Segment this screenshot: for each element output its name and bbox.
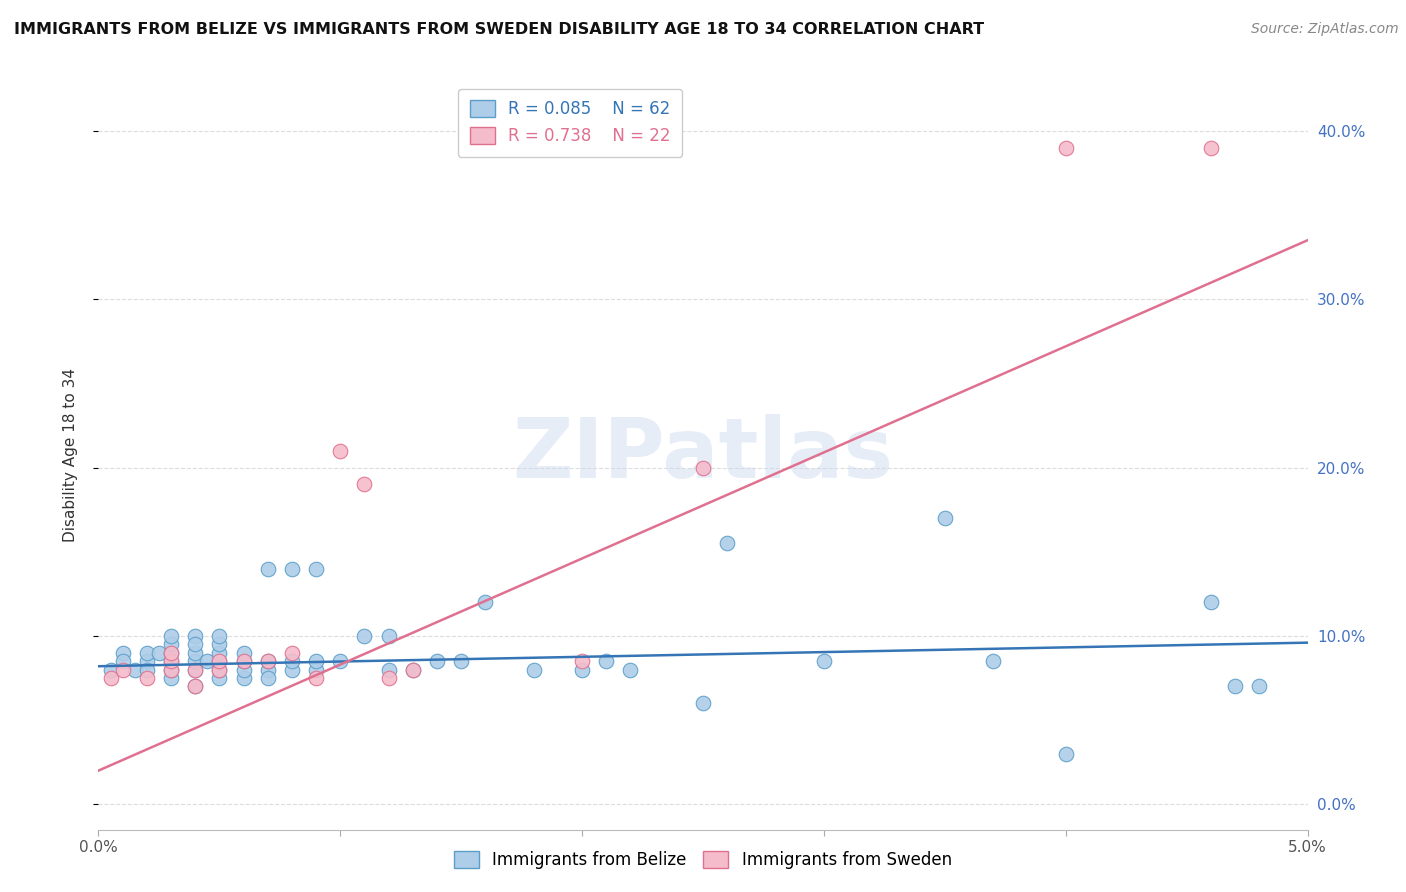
Point <box>981 654 1004 668</box>
Point <box>160 663 183 677</box>
Point <box>281 654 304 668</box>
Point <box>329 654 352 668</box>
Point <box>160 663 183 677</box>
Point <box>281 646 304 660</box>
Point <box>160 671 183 685</box>
Point <box>934 511 956 525</box>
Point <box>595 654 617 668</box>
Point <box>160 646 183 660</box>
Point <box>208 654 231 668</box>
Point <box>1249 680 1271 694</box>
Point <box>160 654 183 668</box>
Point <box>692 696 714 710</box>
Point <box>160 637 183 651</box>
Point <box>377 663 399 677</box>
Point <box>208 629 231 643</box>
Point <box>160 646 183 660</box>
Point <box>135 671 157 685</box>
Point <box>232 663 254 677</box>
Point <box>402 663 425 677</box>
Point <box>232 654 254 668</box>
Point <box>208 663 231 677</box>
Point <box>184 637 207 651</box>
Point <box>571 654 593 668</box>
Point <box>426 654 449 668</box>
Point <box>111 663 134 677</box>
Point <box>450 654 472 668</box>
Point <box>135 646 157 660</box>
Point <box>184 654 207 668</box>
Point <box>474 595 496 609</box>
Point <box>124 663 146 677</box>
Point <box>208 671 231 685</box>
Y-axis label: Disability Age 18 to 34: Disability Age 18 to 34 <box>63 368 77 542</box>
Point <box>160 654 183 668</box>
Point <box>402 663 425 677</box>
Point <box>195 654 218 668</box>
Point <box>256 654 278 668</box>
Point <box>716 536 738 550</box>
Point <box>1223 680 1246 694</box>
Point <box>135 654 157 668</box>
Point <box>305 654 328 668</box>
Point <box>1054 141 1077 155</box>
Point <box>281 561 304 575</box>
Point <box>305 561 328 575</box>
Point <box>208 637 231 651</box>
Point <box>111 654 134 668</box>
Point <box>813 654 835 668</box>
Point <box>208 654 231 668</box>
Point <box>619 663 641 677</box>
Point <box>353 477 375 491</box>
Point <box>100 671 122 685</box>
Point <box>281 663 304 677</box>
Point <box>184 680 207 694</box>
Point <box>208 646 231 660</box>
Point <box>184 680 207 694</box>
Point <box>353 629 375 643</box>
Point <box>377 671 399 685</box>
Point <box>692 460 714 475</box>
Point <box>100 663 122 677</box>
Point <box>232 671 254 685</box>
Text: Source: ZipAtlas.com: Source: ZipAtlas.com <box>1251 22 1399 37</box>
Point <box>111 646 134 660</box>
Point <box>305 671 328 685</box>
Point <box>377 629 399 643</box>
Point <box>329 443 352 458</box>
Text: IMMIGRANTS FROM BELIZE VS IMMIGRANTS FROM SWEDEN DISABILITY AGE 18 TO 34 CORRELA: IMMIGRANTS FROM BELIZE VS IMMIGRANTS FRO… <box>14 22 984 37</box>
Text: ZIPatlas: ZIPatlas <box>513 415 893 495</box>
Point <box>184 663 207 677</box>
Point <box>160 629 183 643</box>
Point <box>1199 595 1222 609</box>
Point <box>208 663 231 677</box>
Point <box>184 663 207 677</box>
Point <box>256 654 278 668</box>
Point <box>256 663 278 677</box>
Point <box>523 663 546 677</box>
Point <box>232 654 254 668</box>
Legend: Immigrants from Belize, Immigrants from Sweden: Immigrants from Belize, Immigrants from … <box>444 841 962 880</box>
Legend: R = 0.085    N = 62, R = 0.738    N = 22: R = 0.085 N = 62, R = 0.738 N = 22 <box>458 88 682 157</box>
Point <box>256 671 278 685</box>
Point <box>184 629 207 643</box>
Point <box>305 663 328 677</box>
Point <box>184 646 207 660</box>
Point <box>135 663 157 677</box>
Point <box>571 663 593 677</box>
Point <box>232 646 254 660</box>
Point <box>148 646 170 660</box>
Point <box>1199 141 1222 155</box>
Point <box>1054 747 1077 761</box>
Point <box>256 561 278 575</box>
